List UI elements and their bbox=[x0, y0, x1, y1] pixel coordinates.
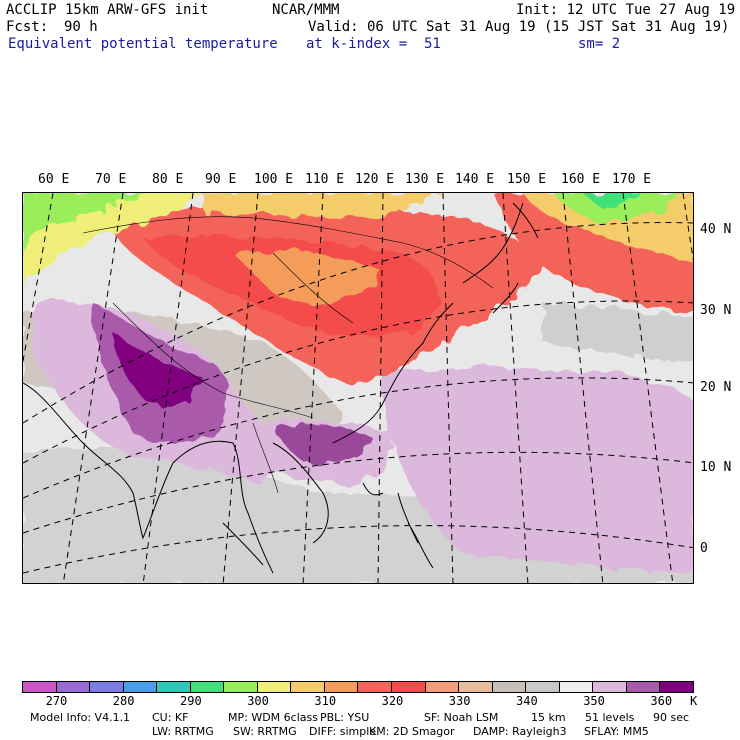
colorbar-tick-label: 320 bbox=[381, 694, 404, 708]
colorbar-tick-label: 280 bbox=[112, 694, 135, 708]
valid-time: Valid: 06 UTC Sat 31 Aug 19 (15 JST Sat … bbox=[308, 19, 730, 35]
colorbar-swatch bbox=[392, 682, 426, 692]
colorbar-swatch bbox=[157, 682, 191, 692]
colorbar-tick-label: 360 bbox=[650, 694, 673, 708]
colorbar-swatch bbox=[23, 682, 57, 692]
model-info-item: 15 km bbox=[531, 711, 566, 724]
map-panel bbox=[22, 192, 694, 584]
colorbar-swatch bbox=[190, 682, 225, 692]
latitude-label: 30 N bbox=[700, 303, 732, 318]
smoothing: sm= 2 bbox=[578, 36, 621, 52]
longitude-label: 170 E bbox=[612, 172, 652, 187]
longitude-label: 130 E bbox=[405, 172, 445, 187]
colorbar-swatch bbox=[660, 682, 693, 692]
latitude-label: 10 N bbox=[700, 460, 732, 475]
colorbar-swatch bbox=[526, 682, 560, 692]
model-info-item: SF: Noah LSM bbox=[424, 711, 499, 724]
longitude-label: 160 E bbox=[561, 172, 601, 187]
colorbar-swatch bbox=[257, 682, 292, 692]
colorbar-tick-label: 300 bbox=[247, 694, 269, 708]
model-info-item: PBL: YSU bbox=[320, 711, 370, 724]
latitude-label: 0 bbox=[700, 541, 708, 556]
forecast-hour: 90 h bbox=[64, 19, 98, 35]
colorbar-swatch bbox=[123, 682, 158, 692]
latitude-label: 20 N bbox=[700, 380, 732, 395]
colorbar-swatch bbox=[626, 682, 661, 692]
model-info-item: DIFF: simple bbox=[309, 725, 377, 738]
colorbar-swatch bbox=[358, 682, 393, 692]
field-name: Equivalent potential temperature bbox=[8, 36, 278, 52]
longitude-label: 80 E bbox=[152, 172, 184, 187]
colorbar-swatch bbox=[291, 682, 325, 692]
colorbar-swatch bbox=[324, 682, 359, 692]
model-info-item: DAMP: Rayleigh3 bbox=[473, 725, 567, 738]
colorbar-unit: K bbox=[690, 694, 698, 708]
model-info-item: SFLAY: MM5 bbox=[584, 725, 649, 738]
colorbar-swatch bbox=[593, 682, 627, 692]
model-info-item: SW: RRTMG bbox=[233, 725, 297, 738]
colorbar-tick-label: 290 bbox=[180, 694, 202, 708]
model-info-item: 90 sec bbox=[653, 711, 690, 724]
longitude-label: 150 E bbox=[507, 172, 547, 187]
colorbar-tick-label: 330 bbox=[448, 694, 471, 708]
colorbar-swatch bbox=[425, 682, 460, 692]
center-name: NCAR/MMM bbox=[272, 2, 340, 18]
model-info-item: LW: RRTMG bbox=[152, 725, 214, 738]
colorbar bbox=[22, 681, 694, 693]
longitude-label: 120 E bbox=[355, 172, 395, 187]
colorbar-tick-label: 270 bbox=[45, 694, 68, 708]
colorbar-swatch bbox=[224, 682, 258, 692]
longitude-label: 100 E bbox=[254, 172, 294, 187]
colorbar-swatch bbox=[90, 682, 124, 692]
theta-e-field bbox=[23, 193, 693, 583]
model-info-item: MP: WDM 6class bbox=[228, 711, 318, 724]
forecast-label: Fcst: bbox=[6, 19, 49, 35]
longitude-label: 90 E bbox=[205, 172, 237, 187]
colorbar-swatch bbox=[492, 682, 527, 692]
level-index: at k-index = 51 bbox=[306, 36, 441, 52]
colorbar-tick-label: 340 bbox=[516, 694, 538, 708]
latitude-label: 40 N bbox=[700, 222, 732, 237]
longitude-label: 110 E bbox=[305, 172, 345, 187]
init-time: Init: 12 UTC Tue 27 Aug 19 bbox=[516, 2, 736, 18]
colorbar-tick-label: 350 bbox=[583, 694, 605, 708]
model-info-item: Model Info: V4.1.1 bbox=[30, 711, 131, 724]
colorbar-tick-label: 310 bbox=[314, 694, 337, 708]
model-title: ACCLIP 15km ARW-GFS init bbox=[6, 2, 209, 18]
longitude-label: 70 E bbox=[95, 172, 127, 187]
colorbar-swatch bbox=[56, 682, 91, 692]
model-info-item: CU: KF bbox=[152, 711, 189, 724]
colorbar-swatch bbox=[459, 682, 493, 692]
model-info-item: 51 levels bbox=[585, 711, 635, 724]
longitude-label: 140 E bbox=[455, 172, 495, 187]
longitude-label: 60 E bbox=[38, 172, 70, 187]
colorbar-swatch bbox=[559, 682, 594, 692]
model-info-item: KM: 2D Smagor bbox=[369, 725, 455, 738]
